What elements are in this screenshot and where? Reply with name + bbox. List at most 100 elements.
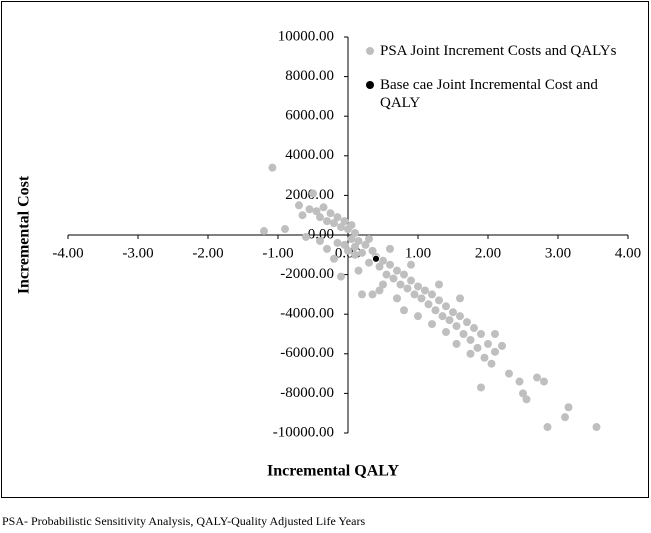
point — [379, 256, 387, 265]
point — [414, 282, 422, 291]
point — [361, 240, 370, 249]
point — [386, 244, 394, 253]
point — [298, 211, 307, 220]
point — [295, 201, 303, 210]
point — [442, 302, 450, 311]
point — [316, 236, 324, 245]
point — [400, 270, 408, 279]
point — [519, 389, 527, 398]
point — [393, 266, 401, 275]
point — [365, 234, 373, 243]
point — [515, 377, 524, 386]
point — [522, 395, 531, 404]
point — [358, 248, 366, 257]
x-tick-label: -4.00 — [52, 245, 83, 261]
point — [365, 258, 373, 267]
x-tick-label: 1.00 — [405, 245, 431, 261]
point — [347, 221, 356, 230]
y-tick-label: 10000.00 — [278, 28, 334, 44]
point — [330, 219, 338, 228]
point — [424, 300, 433, 309]
point — [351, 242, 359, 251]
point — [452, 339, 461, 348]
legend-label: PSA Joint Increment Costs and QALYs — [380, 43, 617, 59]
point — [477, 330, 485, 338]
point — [431, 306, 440, 315]
legend-item: PSA Joint Increment Costs and QALYs — [366, 42, 628, 60]
y-axis-title: Incremental Cost — [16, 175, 33, 294]
point — [372, 254, 380, 263]
point — [260, 227, 268, 236]
y-tick-label: -2000.00 — [280, 266, 334, 282]
point — [268, 163, 277, 172]
point — [540, 377, 548, 386]
point — [305, 205, 314, 214]
y-tick-label: 6000.00 — [285, 108, 334, 124]
point — [389, 274, 398, 283]
point — [375, 262, 384, 271]
point — [428, 290, 436, 299]
point — [421, 286, 429, 295]
point — [337, 223, 345, 232]
point — [463, 318, 471, 327]
point — [435, 280, 443, 289]
point — [414, 312, 422, 321]
point — [452, 322, 461, 331]
point — [344, 246, 352, 255]
point — [382, 270, 391, 279]
point — [410, 290, 419, 299]
point — [379, 280, 387, 289]
point — [561, 413, 569, 422]
point — [316, 213, 324, 222]
point — [449, 308, 457, 317]
point — [498, 341, 506, 350]
x-tick-label: -3.00 — [122, 245, 153, 261]
point — [340, 217, 349, 226]
point — [393, 294, 401, 303]
x-axis-title: Incremental QALY — [267, 463, 399, 480]
point — [333, 213, 342, 222]
point — [487, 359, 496, 368]
point — [533, 373, 541, 382]
point — [459, 330, 468, 338]
point — [323, 244, 331, 253]
caption: PSA- Probabilistic Sensitivity Analysis,… — [2, 514, 366, 528]
point — [326, 209, 335, 218]
point — [368, 290, 377, 299]
point — [491, 330, 499, 338]
point — [347, 234, 356, 243]
point — [312, 207, 321, 216]
point — [400, 306, 408, 315]
y-tick-label: 0.00 — [308, 226, 334, 242]
point — [333, 238, 342, 247]
point — [375, 286, 384, 295]
legend-item: Base cae Joint Incremental Cost and QALY — [366, 76, 628, 112]
point — [407, 260, 415, 269]
y-tick-label: -10000.00 — [273, 424, 334, 440]
point — [456, 294, 464, 303]
point — [435, 296, 443, 305]
point — [358, 290, 366, 299]
point — [543, 423, 552, 432]
x-tick-label: 3.00 — [545, 245, 571, 261]
point — [340, 240, 349, 249]
x-tick-label: -1.00 — [262, 245, 293, 261]
point — [466, 335, 475, 344]
point — [456, 312, 464, 321]
point — [564, 403, 573, 412]
point — [403, 284, 412, 293]
point — [330, 254, 338, 263]
point — [281, 225, 289, 234]
y-tick-label: -6000.00 — [280, 345, 334, 361]
point — [351, 229, 359, 238]
point — [505, 369, 513, 378]
point — [473, 343, 482, 352]
point — [407, 276, 415, 285]
point — [466, 349, 475, 358]
y-tick-label: 4000.00 — [285, 147, 334, 163]
point — [386, 260, 394, 269]
point — [428, 320, 436, 329]
x-tick-label: -2.00 — [192, 245, 223, 261]
